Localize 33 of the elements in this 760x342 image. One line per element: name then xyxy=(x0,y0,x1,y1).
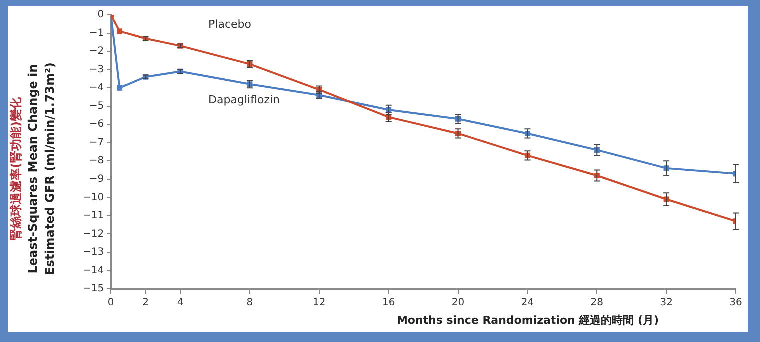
y-tick-label: −1 xyxy=(89,28,104,39)
y-tick-label: −7 xyxy=(89,137,104,148)
x-tick-label: 2 xyxy=(142,298,150,309)
y-tick-label: −4 xyxy=(89,82,104,94)
series-label: Placebo xyxy=(208,18,252,32)
point xyxy=(117,28,123,34)
x-tick-label: 8 xyxy=(246,298,254,309)
y-tick-label: −6 xyxy=(89,119,104,130)
x-tick-label: 36 xyxy=(730,298,742,309)
y-tick-label: −8 xyxy=(89,156,104,167)
y-tick-label: 0 xyxy=(98,10,104,21)
x-tick-label: 4 xyxy=(177,298,184,309)
y-tick-label: −13 xyxy=(82,247,104,258)
y-tick-label: −5 xyxy=(89,100,104,112)
x-tick-label: 28 xyxy=(590,298,604,309)
point xyxy=(117,85,123,91)
x-tick-label: 12 xyxy=(313,298,326,309)
y-tick-label: −12 xyxy=(82,228,104,240)
y-tick-label: −14 xyxy=(82,265,104,276)
y-tick-label: −15 xyxy=(82,284,104,295)
y-tick-label: −2 xyxy=(89,46,104,58)
x-tick-label: 0 xyxy=(108,298,114,309)
series-label: Dapagliflozin xyxy=(208,94,280,107)
x-tick-label: 20 xyxy=(452,298,465,309)
x-axis-title: Months since Randomization 經過的時間 (月) xyxy=(396,313,660,328)
y-tick-label: −9 xyxy=(89,174,104,185)
y-tick-label: −10 xyxy=(82,192,104,204)
x-tick-label: 24 xyxy=(521,298,534,309)
y-tick-label: −11 xyxy=(82,210,104,222)
y-tick-label: −3 xyxy=(89,64,104,76)
x-tick-label: 16 xyxy=(382,298,396,309)
x-tick-label: 32 xyxy=(660,298,673,309)
y-axis-title: 腎絲球過濾率(腎功能)變化 Least-Squares Mean Change in Estimated GFR (ml/min/1.73m²) xyxy=(8,62,58,278)
